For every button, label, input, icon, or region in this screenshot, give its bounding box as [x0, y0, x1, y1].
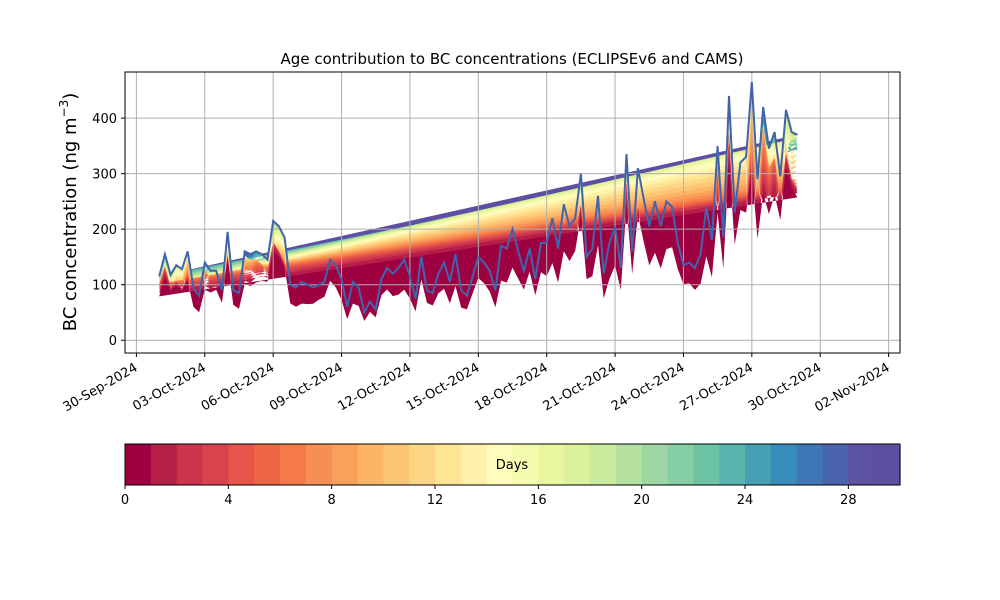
- colorbar-swatch: [280, 444, 307, 485]
- colorbar-swatch: [745, 444, 772, 485]
- x-tick-label: 15-Oct-2024: [404, 360, 482, 414]
- colorbar-swatch: [150, 444, 178, 485]
- colorbar-swatch: [435, 444, 462, 485]
- colorbar-tick-label: 28: [840, 493, 857, 508]
- x-tick-label: 09-Oct-2024: [267, 360, 345, 414]
- colorbar-swatch: [202, 444, 229, 485]
- colorbar-swatch: [512, 444, 539, 485]
- age-layer-0: [159, 161, 798, 321]
- colorbar-swatch: [305, 444, 333, 485]
- x-tick-label: 27-Oct-2024: [677, 360, 755, 414]
- y-tick-label: 300: [92, 168, 117, 183]
- x-axis: 30-Sep-202403-Oct-202406-Oct-202409-Oct-…: [61, 353, 893, 415]
- colorbar-swatch: [796, 444, 824, 485]
- colorbar-swatch: [383, 444, 410, 485]
- colorbar-tick-label: 8: [328, 493, 336, 508]
- plot-frame: [124, 71, 901, 354]
- colorbar-swatch: [460, 444, 488, 485]
- colorbar-swatch: [615, 444, 643, 485]
- colorbar-swatch: [667, 444, 694, 485]
- colorbar-swatch: [409, 444, 436, 485]
- x-tick-label: 21-Oct-2024: [541, 360, 619, 414]
- x-tick-label: 30-Oct-2024: [746, 360, 824, 414]
- y-tick-label: 200: [92, 223, 117, 238]
- total-bc-line: [158, 81, 798, 316]
- y-axis-label: BC concentration (ng m−3): [57, 93, 81, 332]
- x-tick-label: 24-Oct-2024: [609, 360, 687, 414]
- x-tick-label: 30-Sep-2024: [61, 360, 141, 415]
- colorbar-tick-label: 24: [737, 493, 754, 508]
- colorbar-swatch: [564, 444, 591, 485]
- colorbar-swatch: [125, 444, 152, 485]
- plot-area: [124, 71, 901, 354]
- age-contribution-areas: [159, 82, 798, 321]
- colorbar-swatch: [331, 444, 359, 485]
- colorbar: Days 0 4 8 12 16 20 24 28: [121, 443, 901, 508]
- y-tick-label: 0: [109, 334, 117, 349]
- colorbar-swatch: [538, 444, 565, 485]
- colorbar-label: Days: [496, 458, 529, 473]
- x-tick-label: 18-Oct-2024: [472, 360, 550, 414]
- chart-title: Age contribution to BC concentrations (E…: [281, 50, 744, 68]
- colorbar-swatch: [176, 444, 204, 485]
- colorbar-swatch: [641, 444, 669, 485]
- colorbar-swatch: [693, 444, 720, 485]
- colorbar-swatch: [228, 444, 255, 485]
- colorbar-swatch: [254, 444, 281, 485]
- colorbar-swatch: [719, 444, 746, 485]
- grid-lines: [125, 72, 900, 353]
- colorbar-frame: [124, 443, 901, 486]
- colorbar-tick-label: 4: [224, 493, 232, 508]
- x-tick-label: 12-Oct-2024: [336, 360, 414, 414]
- colorbar-swatch: [848, 444, 875, 485]
- y-axis: 0 100 200 300 400: [92, 112, 125, 349]
- colorbar-ticks: 0 4 8 12 16 20 24 28: [121, 485, 857, 508]
- x-tick-label: 06-Oct-2024: [199, 360, 277, 414]
- colorbar-tick-label: 12: [427, 493, 444, 508]
- colorbar-swatch: [357, 444, 384, 485]
- colorbar-swatch: [770, 444, 798, 485]
- y-tick-label: 100: [92, 279, 117, 294]
- colorbar-swatch: [874, 444, 901, 485]
- x-tick-label: 02-Nov-2024: [812, 360, 892, 415]
- colorbar-swatch: [486, 444, 514, 485]
- colorbar-swatches: [125, 444, 901, 485]
- colorbar-swatch: [590, 444, 617, 485]
- colorbar-tick-label: 0: [121, 493, 129, 508]
- colorbar-tick-label: 16: [530, 493, 547, 508]
- y-tick-label: 400: [92, 112, 117, 127]
- colorbar-tick-label: 20: [633, 493, 650, 508]
- colorbar-swatch: [822, 444, 849, 485]
- x-tick-label: 03-Oct-2024: [130, 360, 208, 414]
